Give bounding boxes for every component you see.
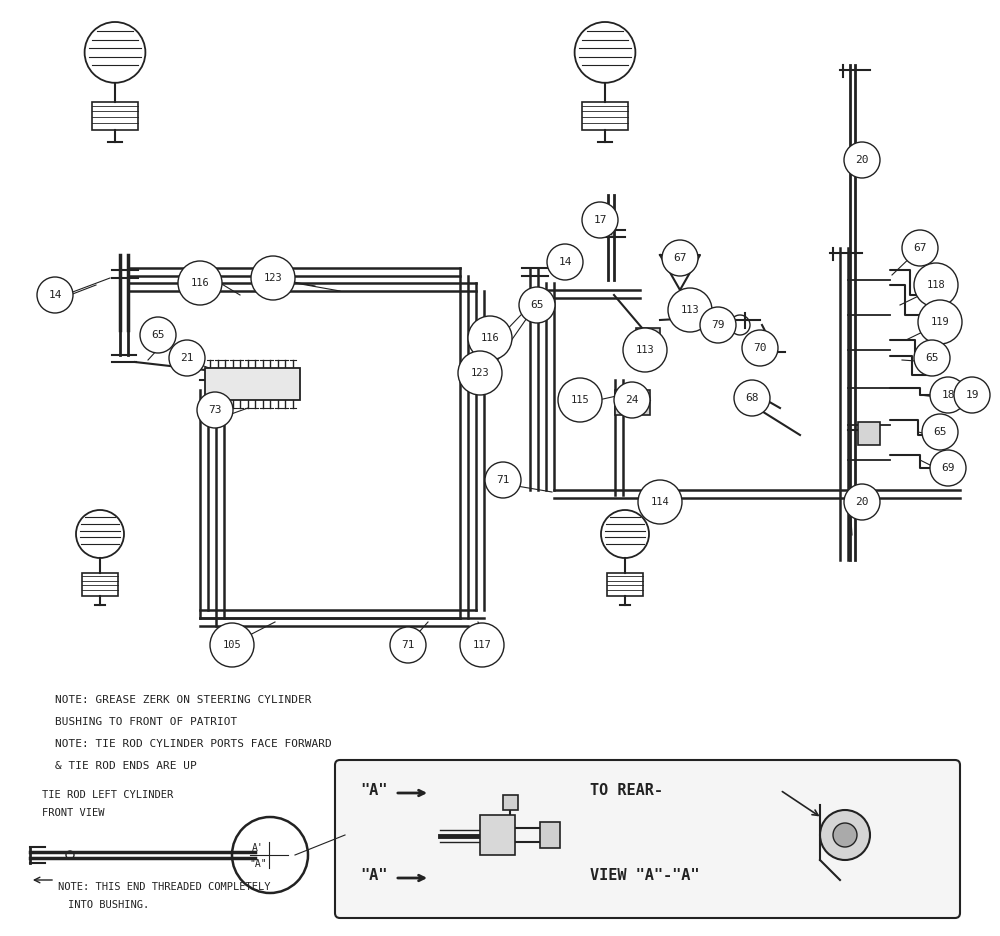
Text: 19: 19: [965, 390, 979, 400]
Text: 65: 65: [151, 330, 165, 340]
Text: FRONT VIEW: FRONT VIEW: [42, 808, 104, 818]
Text: A': A': [252, 843, 264, 853]
Circle shape: [468, 316, 512, 360]
Text: 18: 18: [941, 390, 955, 400]
Text: 116: 116: [481, 333, 499, 343]
Text: 105: 105: [223, 640, 241, 650]
Circle shape: [37, 277, 73, 313]
Circle shape: [140, 317, 176, 353]
Circle shape: [914, 340, 950, 376]
Text: 14: 14: [48, 290, 62, 300]
Circle shape: [458, 351, 502, 395]
Text: "A": "A": [249, 859, 267, 869]
Text: 67: 67: [673, 253, 687, 263]
Circle shape: [930, 450, 966, 486]
Text: BUSHING TO FRONT OF PATRIOT: BUSHING TO FRONT OF PATRIOT: [55, 717, 237, 727]
Text: 114: 114: [651, 497, 669, 507]
Text: 65: 65: [530, 300, 544, 310]
Bar: [205, 368, 300, 400]
Bar: [582, 102, 628, 130]
Bar: [503, 795, 518, 810]
Circle shape: [820, 810, 870, 860]
Circle shape: [844, 484, 880, 520]
Circle shape: [169, 340, 205, 376]
FancyBboxPatch shape: [335, 760, 960, 918]
Circle shape: [833, 823, 857, 847]
Text: 123: 123: [471, 368, 489, 378]
Text: TO REAR-: TO REAR-: [590, 783, 663, 798]
Text: INTO BUSHING.: INTO BUSHING.: [68, 900, 149, 910]
Text: 20: 20: [855, 497, 869, 507]
Circle shape: [178, 261, 222, 305]
Text: 119: 119: [931, 317, 949, 327]
Text: NOTE: GREASE ZERK ON STEERING CYLINDER: NOTE: GREASE ZERK ON STEERING CYLINDER: [55, 695, 312, 705]
Circle shape: [918, 300, 962, 344]
Bar: [480, 815, 515, 855]
Text: 69: 69: [941, 463, 955, 473]
Text: 117: 117: [473, 640, 491, 650]
Circle shape: [914, 263, 958, 307]
Bar: [683, 298, 707, 322]
Circle shape: [930, 377, 966, 413]
Circle shape: [582, 202, 618, 238]
Circle shape: [638, 480, 682, 524]
Text: 118: 118: [927, 280, 945, 290]
Text: NOTE: TIE ROD CYLINDER PORTS FACE FORWARD: NOTE: TIE ROD CYLINDER PORTS FACE FORWAR…: [55, 739, 332, 749]
Circle shape: [197, 392, 233, 428]
Text: 68: 68: [745, 393, 759, 403]
Circle shape: [668, 288, 712, 332]
Text: 115: 115: [571, 395, 589, 405]
Text: 67: 67: [913, 243, 927, 253]
Text: VIEW "A"-"A": VIEW "A"-"A": [590, 868, 700, 883]
Text: 65: 65: [925, 353, 939, 363]
Text: 113: 113: [681, 305, 699, 315]
Circle shape: [460, 623, 504, 667]
Text: 79: 79: [711, 320, 725, 330]
Text: 65: 65: [933, 427, 947, 437]
Bar: [858, 422, 880, 445]
Text: 116: 116: [191, 278, 209, 288]
Text: 70: 70: [753, 343, 767, 353]
Circle shape: [547, 244, 583, 280]
Circle shape: [623, 328, 667, 372]
Text: 71: 71: [401, 640, 415, 650]
Text: "A": "A": [360, 783, 387, 798]
Text: 17: 17: [593, 215, 607, 225]
Text: 21: 21: [180, 353, 194, 363]
Bar: [636, 328, 660, 352]
Bar: [540, 822, 560, 848]
Bar: [92, 102, 138, 130]
Text: & TIE ROD ENDS ARE UP: & TIE ROD ENDS ARE UP: [55, 761, 197, 771]
Circle shape: [922, 414, 958, 450]
Text: 71: 71: [496, 475, 510, 485]
Text: 24: 24: [625, 395, 639, 405]
Circle shape: [558, 378, 602, 422]
Circle shape: [700, 307, 736, 343]
Text: 113: 113: [636, 345, 654, 355]
Text: 123: 123: [264, 273, 282, 283]
Text: 14: 14: [558, 257, 572, 267]
Bar: [82, 573, 118, 595]
Text: 73: 73: [208, 405, 222, 415]
Circle shape: [390, 627, 426, 663]
Circle shape: [742, 330, 778, 366]
Text: 20: 20: [855, 155, 869, 165]
Circle shape: [614, 382, 650, 418]
Bar: [607, 573, 643, 595]
Circle shape: [844, 142, 880, 178]
Circle shape: [519, 287, 555, 323]
Circle shape: [734, 380, 770, 416]
Bar: [615, 390, 650, 415]
Text: NOTE: THIS END THREADED COMPLETELY: NOTE: THIS END THREADED COMPLETELY: [58, 882, 270, 892]
Text: TIE ROD LEFT CYLINDER: TIE ROD LEFT CYLINDER: [42, 790, 173, 800]
Circle shape: [662, 240, 698, 276]
Circle shape: [210, 623, 254, 667]
Circle shape: [902, 230, 938, 266]
Circle shape: [251, 256, 295, 300]
Circle shape: [485, 462, 521, 498]
Text: "A": "A": [360, 868, 387, 883]
Circle shape: [954, 377, 990, 413]
